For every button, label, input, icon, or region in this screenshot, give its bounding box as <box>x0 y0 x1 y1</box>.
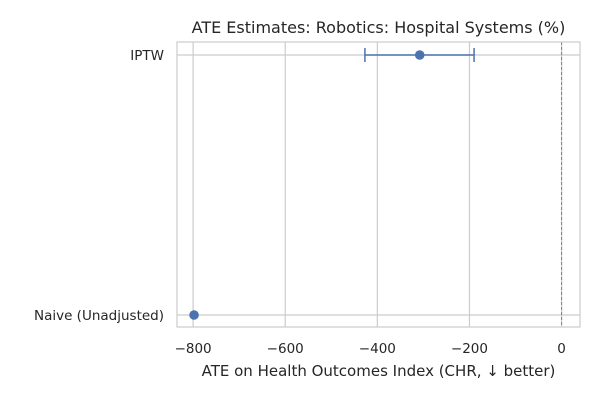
plot-background <box>177 42 580 327</box>
chart-title: ATE Estimates: Robotics: Hospital System… <box>192 18 566 37</box>
x-tick-label: −200 <box>451 341 488 357</box>
x-axis-label: ATE on Health Outcomes Index (CHR, ↓ bet… <box>202 362 556 380</box>
x-tick-layer: −800 −600 −400 −200 0 <box>175 341 566 357</box>
x-tick-label: 0 <box>557 341 566 357</box>
x-tick-label: −400 <box>359 341 396 357</box>
estimate-point <box>189 310 199 320</box>
category-label: IPTW <box>130 48 164 64</box>
x-tick-label: −600 <box>267 341 304 357</box>
y-category-layer: IPTW Naive (Unadjusted) <box>34 48 164 324</box>
marks-layer <box>189 48 475 320</box>
plot-frame <box>176 41 581 328</box>
x-tick-label: −800 <box>175 341 212 357</box>
estimate-point <box>414 50 425 60</box>
category-label: Naive (Unadjusted) <box>34 308 164 324</box>
